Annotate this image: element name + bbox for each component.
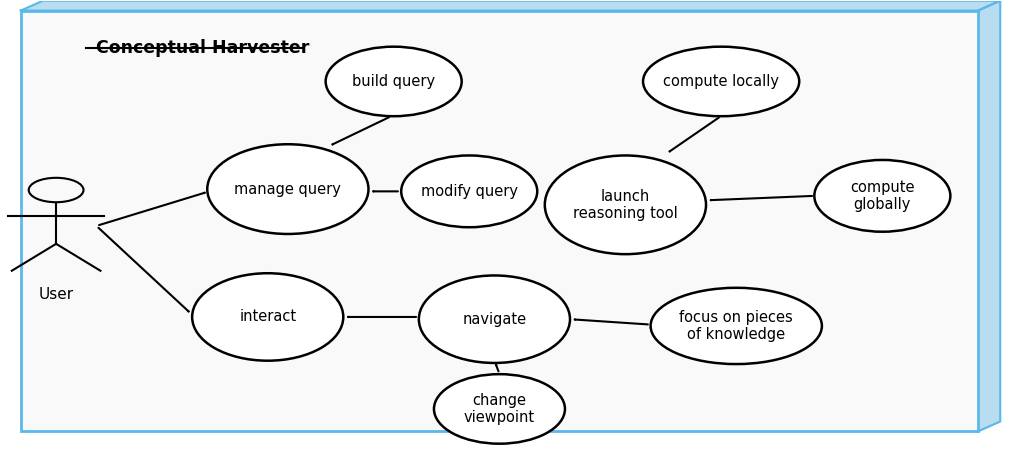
Ellipse shape [434, 374, 565, 444]
Text: modify query: modify query [421, 184, 518, 199]
Ellipse shape [402, 155, 537, 227]
Polygon shape [978, 1, 1000, 432]
Ellipse shape [643, 47, 799, 116]
Ellipse shape [192, 273, 343, 361]
Ellipse shape [207, 144, 368, 234]
Ellipse shape [545, 155, 706, 254]
Text: change
viewpoint: change viewpoint [464, 393, 535, 425]
Text: manage query: manage query [234, 182, 341, 197]
Ellipse shape [651, 288, 822, 364]
Ellipse shape [814, 160, 950, 232]
Text: compute
globally: compute globally [851, 180, 914, 212]
Ellipse shape [419, 275, 570, 363]
Text: compute locally: compute locally [663, 74, 779, 89]
Text: build query: build query [352, 74, 435, 89]
Ellipse shape [326, 47, 462, 116]
Text: launch
reasoning tool: launch reasoning tool [573, 189, 678, 221]
Text: interact: interact [239, 310, 297, 324]
Text: focus on pieces
of knowledge: focus on pieces of knowledge [679, 310, 793, 342]
Text: navigate: navigate [462, 312, 527, 327]
Text: Conceptual Harvester: Conceptual Harvester [97, 39, 310, 57]
Polygon shape [21, 1, 1000, 10]
Text: User: User [38, 287, 74, 302]
